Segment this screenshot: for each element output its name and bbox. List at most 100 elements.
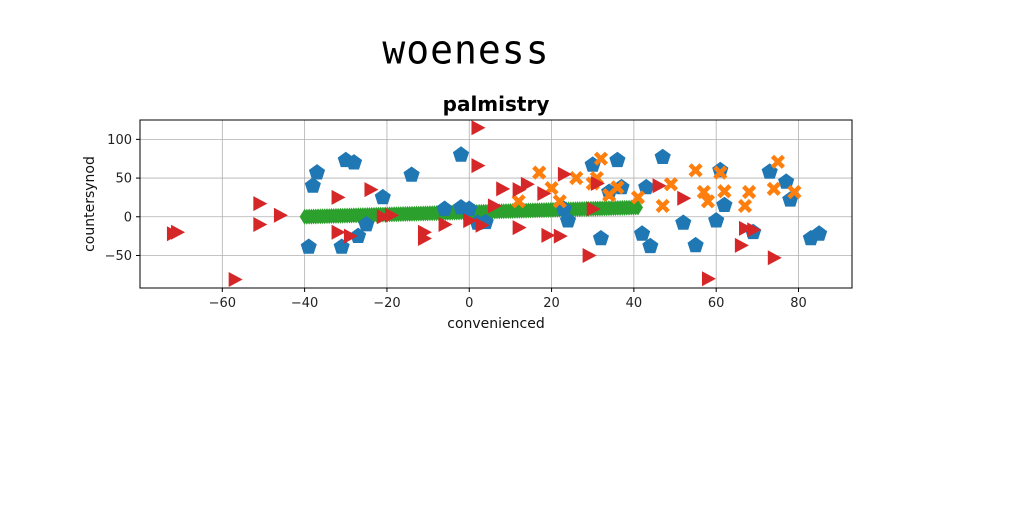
data-point-series-1 <box>687 236 704 253</box>
data-point-series-3 <box>417 230 432 246</box>
data-point-series-1 <box>811 225 828 241</box>
data-point-series-3 <box>438 217 453 233</box>
data-point-series-3 <box>582 247 597 263</box>
data-point-series-1 <box>638 178 655 195</box>
data-point-series-1 <box>609 151 626 168</box>
data-point-series-2 <box>630 190 646 205</box>
data-point-series-2 <box>610 180 625 195</box>
data-point-series-1 <box>350 227 367 243</box>
data-point-series-1 <box>308 164 326 180</box>
data-point-series-1 <box>642 237 659 254</box>
x-tick-label: 40 <box>626 296 643 311</box>
data-point-series-3 <box>590 175 605 191</box>
data-point-series-3 <box>677 190 692 206</box>
data-point-series-3 <box>512 220 527 236</box>
data-point-series-1 <box>634 225 651 241</box>
data-point-series-1 <box>304 177 321 193</box>
data-point-series-3 <box>228 271 243 287</box>
y-axis-label: countersynod <box>82 156 98 252</box>
data-point-series-3 <box>385 207 400 223</box>
data-point-series-3 <box>487 198 502 214</box>
data-point-series-3 <box>541 227 556 243</box>
data-point-series-3 <box>331 224 346 240</box>
data-point-series-3 <box>496 181 511 197</box>
data-point-series-3 <box>253 217 268 233</box>
data-point-series-3 <box>475 217 490 233</box>
data-point-series-2 <box>770 154 786 169</box>
data-point-series-1 <box>436 200 453 216</box>
x-tick-label: 20 <box>543 296 560 311</box>
data-point-series-2 <box>696 184 711 200</box>
data-point-series-1 <box>345 154 363 170</box>
x-axis-label: convenienced <box>447 316 544 332</box>
data-point-series-1 <box>403 166 420 182</box>
data-point-series-3 <box>331 189 346 205</box>
data-point-series-3 <box>471 158 486 174</box>
x-tick-label: 0 <box>465 296 473 311</box>
data-point-series-2 <box>688 163 703 178</box>
data-point-series-3 <box>734 237 749 253</box>
data-point-series-1 <box>300 238 317 254</box>
x-tick-label: −60 <box>209 296 236 311</box>
data-point-series-3 <box>253 196 268 212</box>
data-point-series-3 <box>364 182 379 198</box>
data-point-series-2 <box>713 165 728 180</box>
x-tick-label: −40 <box>291 296 318 311</box>
data-point-series-4 <box>632 199 643 216</box>
data-point-series-1 <box>452 146 470 162</box>
data-point-series-1 <box>601 183 618 199</box>
data-point-series-1 <box>461 200 478 216</box>
page-title: woeness <box>382 26 550 74</box>
data-point-series-2 <box>663 177 679 192</box>
chart-title: palmistry <box>443 92 550 116</box>
data-point-series-2 <box>569 170 584 186</box>
data-point-series-2 <box>766 181 781 196</box>
data-point-series-3 <box>738 220 753 236</box>
data-point-series-3 <box>767 250 782 266</box>
data-point-series-3 <box>171 224 186 240</box>
y-tick-label: 0 <box>124 210 132 225</box>
data-point-series-1 <box>708 212 725 228</box>
data-point-series-2 <box>552 194 567 209</box>
data-point-series-3 <box>537 186 552 202</box>
x-tick-label: 80 <box>790 296 807 311</box>
data-point-series-1 <box>716 196 733 212</box>
x-tick-label: 60 <box>708 296 725 311</box>
y-tick-label: 50 <box>115 172 132 187</box>
data-point-series-2 <box>737 198 753 214</box>
x-tick-label: −20 <box>373 296 400 311</box>
data-point-series-3 <box>747 222 762 238</box>
data-point-series-2 <box>700 194 716 209</box>
data-point-series-2 <box>593 151 609 166</box>
data-point-series-3 <box>553 228 568 244</box>
y-tick-label: −50 <box>105 249 132 264</box>
data-point-series-3 <box>376 209 391 225</box>
data-point-series-3 <box>463 213 478 229</box>
data-point-series-1 <box>675 214 692 230</box>
data-point-series-3 <box>471 120 486 136</box>
data-point-series-1 <box>374 188 391 205</box>
data-point-series-3 <box>652 178 667 194</box>
data-point-series-3 <box>520 176 535 192</box>
data-point-series-1 <box>778 173 795 189</box>
data-point-series-3 <box>273 207 288 223</box>
data-point-series-2 <box>511 194 526 209</box>
data-point-series-3 <box>512 182 527 198</box>
data-point-series-3 <box>343 228 358 244</box>
data-point-series-2 <box>655 198 670 214</box>
data-point-series-1 <box>559 212 577 228</box>
data-point-series-1 <box>592 230 609 246</box>
data-point-series-3 <box>557 166 572 182</box>
plot-frame <box>139 119 853 289</box>
chart-marks <box>166 120 828 287</box>
y-tick-label: 100 <box>107 133 132 148</box>
data-point-series-3 <box>701 271 716 287</box>
data-point-series-2 <box>532 165 547 180</box>
data-point-series-1 <box>358 216 375 232</box>
data-point-series-2 <box>787 184 802 200</box>
data-point-series-2 <box>742 184 757 200</box>
data-point-series-2 <box>717 184 732 199</box>
ticks: −60 −40 −20 0 20 40 60 80 −50 0 50 100 <box>105 133 807 311</box>
data-point-series-3 <box>586 201 601 217</box>
